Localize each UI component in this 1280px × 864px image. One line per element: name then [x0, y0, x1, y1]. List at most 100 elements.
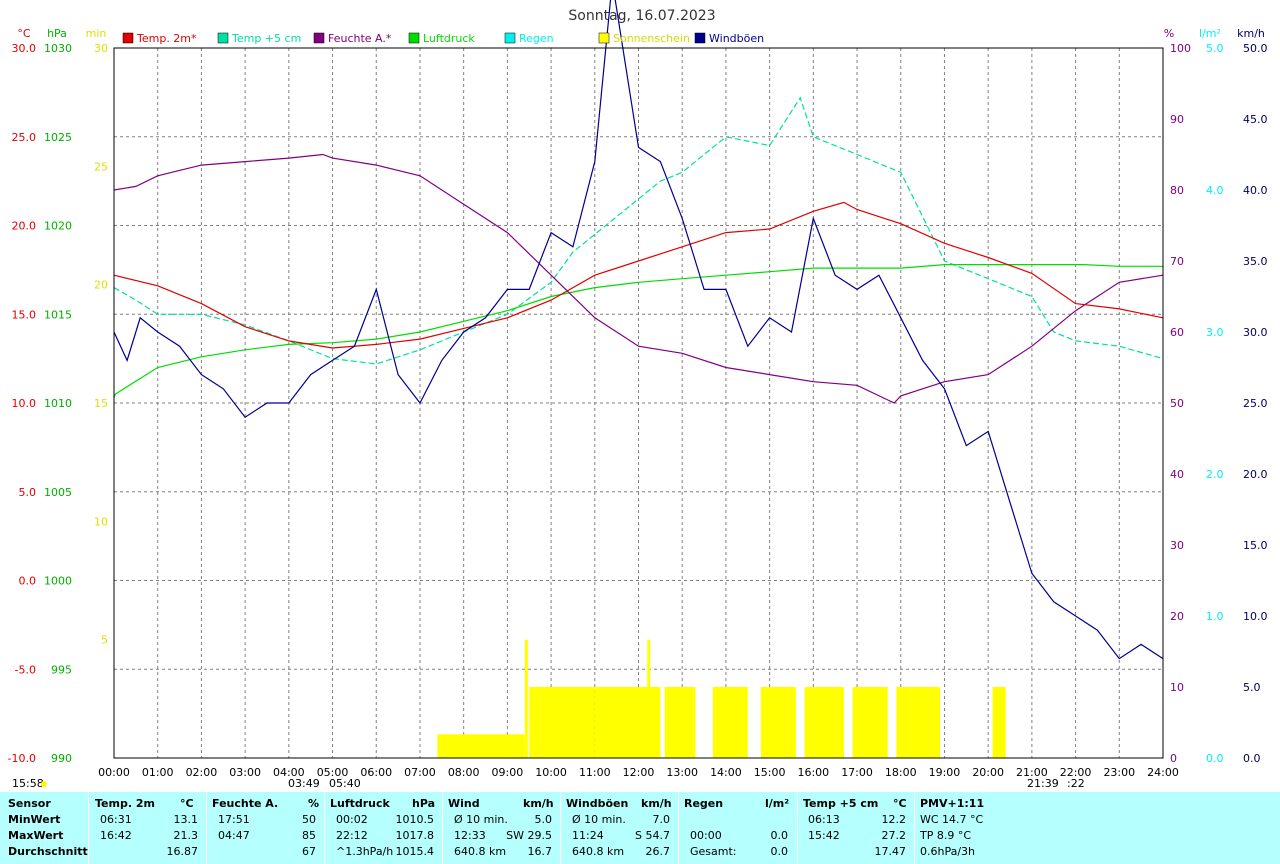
stats-cell: 11:24 — [572, 829, 604, 842]
stats-cell: 00:00 — [690, 829, 722, 842]
stats-cell: 12:33 — [454, 829, 486, 842]
axis-labels: 00:00 01:00 02:00 03:00 04:00 05:00 06:00 07:00… — [8, 27, 1268, 779]
hpa-tick-label: 1000 — [44, 575, 72, 588]
sunshine-bar — [594, 687, 661, 758]
x-tick-label: 20:00 — [972, 766, 1004, 779]
stats-cell: 21.3 — [173, 829, 199, 842]
stats-cell: 85 — [302, 829, 316, 842]
sunshine-bar — [852, 687, 888, 758]
stats-cell: 0.0 — [770, 845, 789, 858]
percent-tick-label: 90 — [1170, 113, 1184, 126]
min-tick-label: 30 — [94, 42, 108, 55]
x-tick-label: 05:00 — [317, 766, 349, 779]
stats-row: Durchschnitt 16.87 67 ^1.3hPa/h 1015.4 640.8 … — [0, 844, 1280, 860]
stats-cell: 13.1 — [173, 813, 199, 826]
kmh-tick-label: 40.0 — [1243, 184, 1268, 197]
percent-tick-label: 70 — [1170, 255, 1184, 268]
stats-cell: MaxWert — [8, 829, 64, 842]
x-tick-label: 14:00 — [710, 766, 742, 779]
stats-wind-header: Wind — [448, 797, 480, 810]
hpa-tick-label: 995 — [51, 663, 72, 676]
min-tick-label: 20 — [94, 279, 108, 292]
stats-cell: 16.87 — [166, 845, 199, 858]
series-line-luftdruck — [113, 264, 1163, 398]
legend-label: Luftdruck — [423, 32, 475, 45]
sunshine-bar — [992, 687, 1006, 758]
stats-cell: 26.7 — [645, 845, 671, 858]
series-lines — [113, 0, 1164, 660]
stats-cell: 1017.8 — [395, 829, 435, 842]
x-tick-label: 10:00 — [535, 766, 567, 779]
min-unit: min — [86, 27, 107, 40]
x-tick-label: 03:00 — [229, 766, 261, 779]
stats-hum-header: Feuchte A. — [212, 797, 279, 810]
kmh-tick-label: 15.0 — [1243, 539, 1268, 552]
percent-tick-label: 60 — [1170, 326, 1184, 339]
stats-press-unit: hPa — [412, 797, 436, 810]
stats-cell: 67 — [302, 845, 316, 858]
stats-cell: 27.2 — [881, 829, 907, 842]
celsius-tick-label: 0.0 — [19, 575, 37, 588]
percent-tick-label: 100 — [1170, 42, 1191, 55]
legend-swatch — [504, 32, 516, 44]
stats-cell: 5.0 — [534, 813, 553, 826]
x-tick-label: 21:00 — [1016, 766, 1048, 779]
lm2-unit: l/m² — [1199, 27, 1221, 40]
legend-swatch — [313, 32, 325, 44]
hpa-tick-label: 1025 — [44, 131, 72, 144]
legend-swatch — [598, 32, 610, 44]
celsius-tick-label: 25.0 — [12, 131, 37, 144]
x-tick-label: 13:00 — [666, 766, 698, 779]
percent-tick-label: 30 — [1170, 539, 1184, 552]
stats-hum-unit: % — [308, 797, 320, 810]
stats-cell: 17:51 — [218, 813, 250, 826]
sun-marker — [41, 781, 47, 787]
legend-label: Sonnenschein — [613, 32, 690, 45]
stats-cell: Ø 10 min. — [454, 813, 508, 826]
stats-cell: TP 8.9 °C — [920, 829, 972, 842]
x-tick-label: 18:00 — [885, 766, 917, 779]
x-tick-label: 00:00 — [98, 766, 130, 779]
stats-cell: Ø 10 min. — [572, 813, 626, 826]
stats-cell: SW 29.5 — [506, 829, 552, 842]
stats-header-row: Sensor Temp. 2m °C Feuchte A. % Luftdruc… — [0, 796, 1280, 812]
stats-t5-unit: °C — [893, 797, 907, 810]
event-label: :22 — [1067, 777, 1085, 790]
hpa-tick-label: 1015 — [44, 308, 72, 321]
sunshine-peak — [647, 639, 651, 758]
stats-cell: 22:12 — [336, 829, 368, 842]
below-axis-labels: 15:58 03:49 05:40 21:39:22 — [12, 777, 1085, 790]
series-line-feuchte-a- — [113, 153, 1164, 404]
stats-cell: 50 — [302, 813, 316, 826]
stats-cell: 06:13 — [808, 813, 840, 826]
sunshine-bar — [712, 687, 748, 758]
x-tick-label: 07:00 — [404, 766, 436, 779]
kmh-tick-label: 10.0 — [1243, 610, 1268, 623]
percent-tick-label: 40 — [1170, 468, 1184, 481]
x-tick-label: 22:00 — [1060, 766, 1092, 779]
kmh-unit: km/h — [1237, 27, 1265, 40]
legend-swatch — [217, 32, 229, 44]
legend-label: Temp +5 cm — [231, 32, 301, 45]
x-tick-label: 04:00 — [273, 766, 305, 779]
kmh-tick-label: 45.0 — [1243, 113, 1268, 126]
legend-swatch — [122, 32, 134, 44]
celsius-tick-label: 15.0 — [12, 308, 37, 321]
x-tick-label: 01:00 — [142, 766, 174, 779]
min-tick-label: 5 — [101, 634, 108, 647]
legend-label: Temp. 2m* — [136, 32, 197, 45]
x-tick-label: 17:00 — [841, 766, 873, 779]
celsius-tick-label: -10.0 — [8, 752, 36, 765]
legend-label: Regen — [519, 32, 554, 45]
celsius-tick-label: -5.0 — [15, 663, 36, 676]
x-tick-label: 15:00 — [754, 766, 786, 779]
series-line-temp-5-cm — [113, 96, 1164, 365]
x-tick-label: 23:00 — [1103, 766, 1135, 779]
celsius-tick-label: 5.0 — [19, 486, 37, 499]
legend-label: Windböen — [709, 32, 764, 45]
kmh-tick-label: 50.0 — [1243, 42, 1268, 55]
lm2-tick-label: 4.0 — [1206, 184, 1224, 197]
sunshine-bar — [760, 687, 796, 758]
series-line-temp-2m- — [113, 201, 1164, 349]
percent-tick-label: 50 — [1170, 397, 1184, 410]
